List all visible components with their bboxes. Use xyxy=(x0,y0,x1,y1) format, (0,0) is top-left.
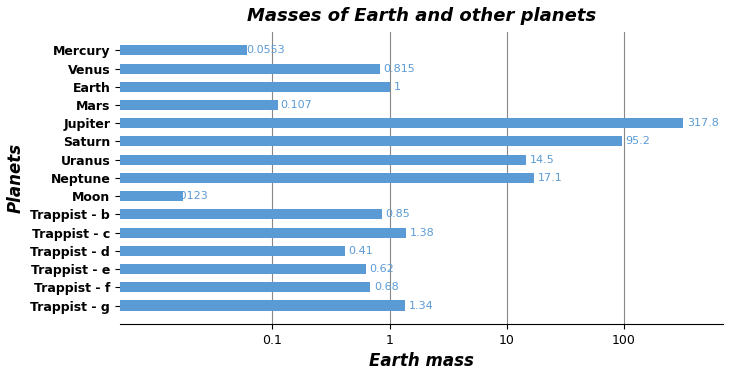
Bar xyxy=(120,82,390,92)
Text: 1.38: 1.38 xyxy=(410,228,434,238)
Text: 17.1: 17.1 xyxy=(538,173,563,183)
Bar xyxy=(120,191,183,201)
Bar xyxy=(120,264,366,274)
Bar xyxy=(120,64,380,74)
Bar xyxy=(120,173,534,183)
Bar xyxy=(120,100,278,110)
Bar xyxy=(120,118,683,128)
Bar xyxy=(120,300,404,311)
Text: 317.8: 317.8 xyxy=(687,118,718,128)
Text: 0.62: 0.62 xyxy=(369,264,394,274)
Text: 95.2: 95.2 xyxy=(626,136,650,146)
Text: 0.68: 0.68 xyxy=(374,282,399,292)
Bar xyxy=(120,136,621,147)
Bar xyxy=(120,282,370,292)
Text: 0.107: 0.107 xyxy=(280,100,312,110)
Text: 1: 1 xyxy=(393,82,401,92)
Text: 1.34: 1.34 xyxy=(409,300,433,311)
Text: 14.5: 14.5 xyxy=(530,155,554,165)
X-axis label: Earth mass: Earth mass xyxy=(369,352,474,370)
Bar xyxy=(120,228,406,238)
Text: 0.0553: 0.0553 xyxy=(246,45,285,55)
Text: 0.0123: 0.0123 xyxy=(169,191,209,201)
Bar xyxy=(120,209,382,219)
Text: 0.85: 0.85 xyxy=(385,209,410,219)
Bar xyxy=(120,155,526,165)
Text: 0.815: 0.815 xyxy=(383,64,415,74)
Bar xyxy=(120,246,345,256)
Bar xyxy=(120,45,247,55)
Y-axis label: Planets: Planets xyxy=(7,143,25,213)
Text: 0.41: 0.41 xyxy=(348,246,373,256)
Title: Masses of Earth and other planets: Masses of Earth and other planets xyxy=(247,7,596,25)
